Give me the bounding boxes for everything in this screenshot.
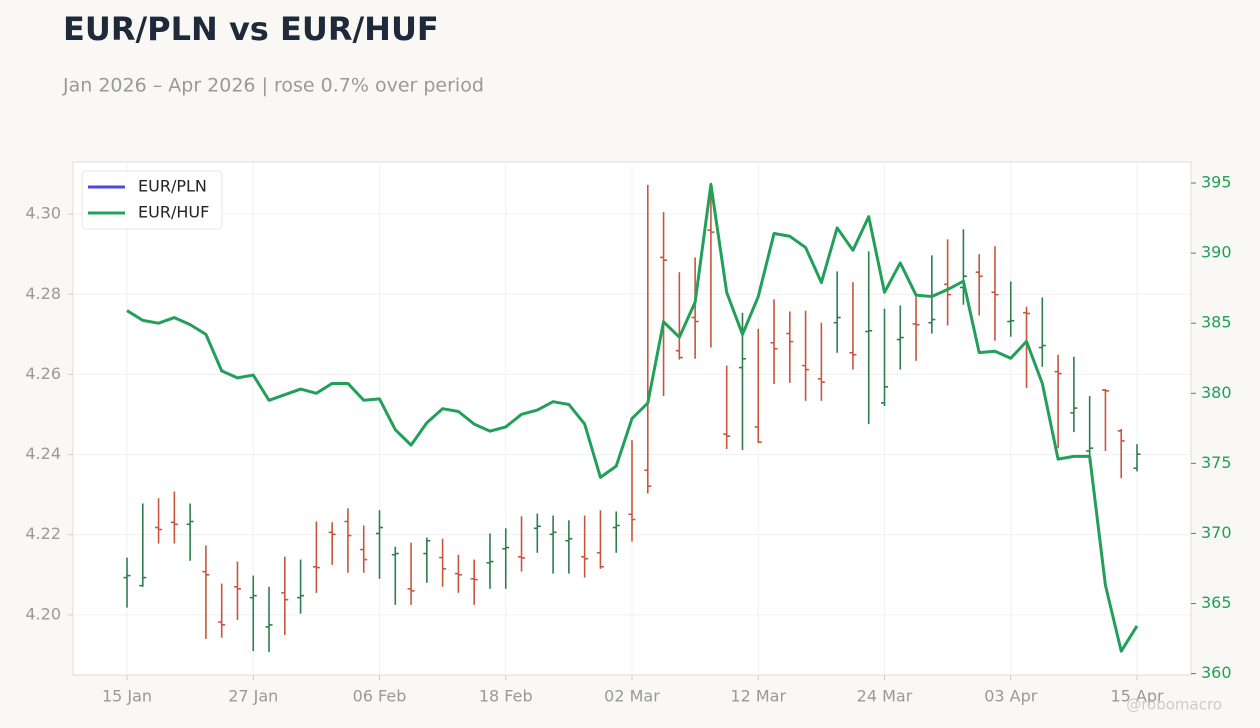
x-tick-label: 15 Jan	[102, 687, 152, 706]
x-tick-label: 02 Mar	[604, 687, 660, 706]
line-series	[126, 182, 1139, 653]
legend-label: EUR/PLN	[138, 177, 207, 196]
y2-tick-label: 385	[1201, 313, 1232, 332]
x-tick-label: 12 Mar	[730, 687, 786, 706]
y2-tick-label: 380	[1201, 383, 1232, 402]
y-tick-label: 4.22	[25, 524, 61, 543]
y-tick-label: 4.24	[25, 444, 61, 463]
y-tick-label: 4.20	[25, 604, 61, 623]
y2-tick-label: 375	[1201, 453, 1232, 472]
watermark: @robomacro	[1126, 696, 1222, 714]
chart-subtitle: Jan 2026 – Apr 2026 | rose 0.7% over per…	[62, 75, 484, 97]
y-tick-label: 4.28	[25, 284, 61, 303]
y2-tick-label: 360	[1201, 663, 1232, 682]
x-tick-label: 27 Jan	[228, 687, 278, 706]
x-tick-label: 03 Apr	[984, 687, 1038, 706]
y2-tick-label: 395	[1201, 173, 1232, 192]
y-tick-label: 4.30	[25, 204, 61, 223]
y-tick-label: 4.26	[25, 364, 61, 383]
x-tick-label: 15 Apr	[1110, 687, 1164, 706]
x-tick-label: 06 Feb	[353, 687, 407, 706]
y2-tick-label: 370	[1201, 523, 1232, 542]
chart-title: EUR/PLN vs EUR/HUF	[63, 10, 439, 48]
y2-tick-label: 365	[1201, 593, 1232, 612]
legend: EUR/PLN EUR/HUF	[81, 170, 223, 230]
y2-tick-label: 390	[1201, 243, 1232, 262]
legend-label: EUR/HUF	[138, 203, 209, 222]
x-tick-label: 18 Feb	[479, 687, 533, 706]
x-tick-label: 24 Mar	[857, 687, 913, 706]
